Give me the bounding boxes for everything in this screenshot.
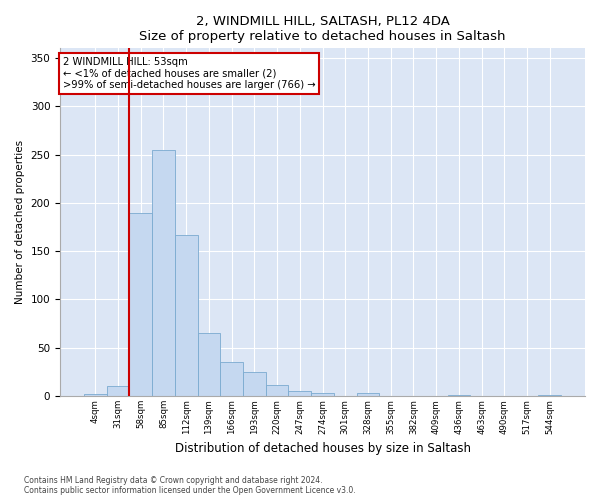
Bar [243,372,266,396]
Bar [130,212,152,396]
Bar [220,362,243,396]
Bar [448,395,470,396]
Bar [84,394,107,396]
Text: Contains HM Land Registry data © Crown copyright and database right 2024.
Contai: Contains HM Land Registry data © Crown c… [24,476,356,495]
Bar [175,234,197,396]
Bar [356,393,379,396]
Bar [311,393,334,396]
Bar [266,386,289,396]
Bar [197,333,220,396]
Y-axis label: Number of detached properties: Number of detached properties [15,140,25,304]
Bar [538,395,561,396]
X-axis label: Distribution of detached houses by size in Saltash: Distribution of detached houses by size … [175,442,470,455]
Bar [152,150,175,396]
Bar [107,386,130,396]
Text: 2 WINDMILL HILL: 53sqm
← <1% of detached houses are smaller (2)
>99% of semi-det: 2 WINDMILL HILL: 53sqm ← <1% of detached… [62,57,315,90]
Title: 2, WINDMILL HILL, SALTASH, PL12 4DA
Size of property relative to detached houses: 2, WINDMILL HILL, SALTASH, PL12 4DA Size… [139,15,506,43]
Bar [289,391,311,396]
